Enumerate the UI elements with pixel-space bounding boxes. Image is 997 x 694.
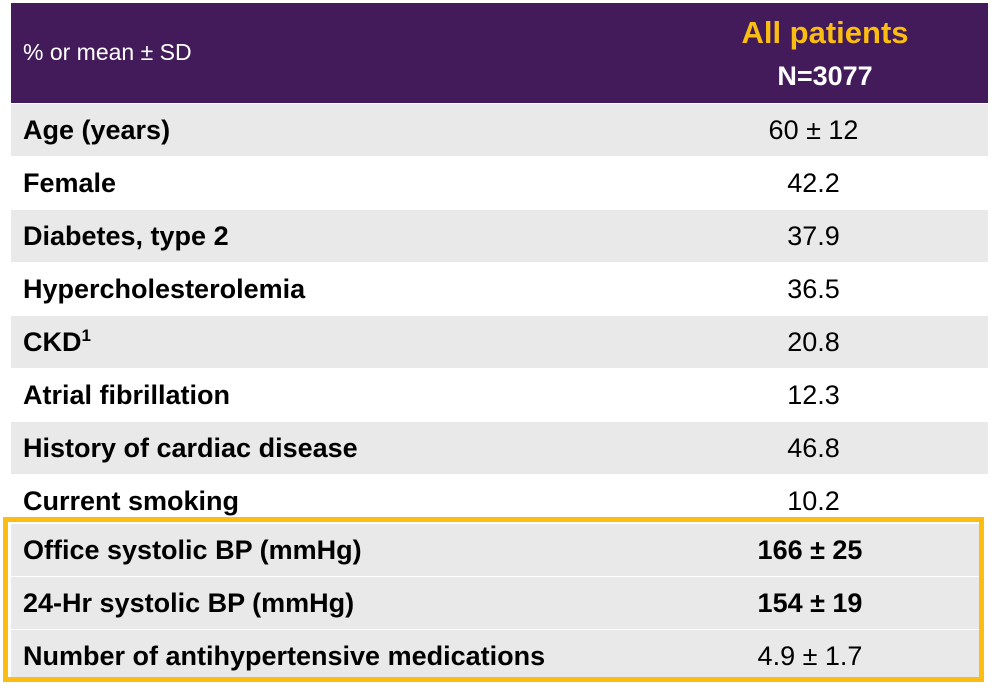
row-value: 42.2 bbox=[787, 167, 840, 198]
column-title: All patients bbox=[741, 15, 909, 50]
row-label: Number of antihypertensive medications bbox=[23, 640, 546, 671]
row-value: 4.9 ± 1.7 bbox=[757, 640, 863, 671]
row-value: 20.8 bbox=[787, 326, 840, 357]
row-label: Diabetes, type 2 bbox=[23, 220, 229, 251]
row-value: 166 ± 25 bbox=[757, 534, 863, 565]
row-label: Age (years) bbox=[23, 114, 171, 145]
table-row: Current smoking 10.2 bbox=[11, 474, 988, 527]
row-value: 46.8 bbox=[787, 432, 840, 463]
row-label-text: CKD bbox=[23, 326, 82, 357]
table-row: CKD1 20.8 bbox=[11, 315, 988, 368]
table-row: 24-Hr systolic BP (mmHg) 154 ± 19 bbox=[11, 576, 981, 629]
row-label: History of cardiac disease bbox=[23, 432, 358, 463]
row-label: Female bbox=[23, 167, 117, 198]
table-row: Female 42.2 bbox=[11, 156, 988, 209]
row-label: Current smoking bbox=[23, 485, 240, 516]
row-value: 36.5 bbox=[787, 273, 840, 304]
row-label: Atrial fibrillation bbox=[23, 379, 231, 410]
table-row: Atrial fibrillation 12.3 bbox=[11, 368, 988, 421]
table-row: Diabetes, type 2 37.9 bbox=[11, 209, 988, 262]
table-row: Age (years) 60 ± 12 bbox=[11, 103, 988, 156]
table-row: Hypercholesterolemia 36.5 bbox=[11, 262, 988, 315]
row-label: Office systolic BP (mmHg) bbox=[23, 534, 362, 565]
row-value: 10.2 bbox=[787, 485, 840, 516]
row-label: Hypercholesterolemia bbox=[23, 273, 306, 304]
table-row: Number of antihypertensive medications 4… bbox=[11, 629, 981, 682]
row-value: 60 ± 12 bbox=[768, 114, 859, 145]
header-label: % or mean ± SD bbox=[23, 39, 192, 65]
table-row: Office systolic BP (mmHg) 166 ± 25 bbox=[11, 523, 981, 576]
column-n: N=3077 bbox=[777, 61, 873, 91]
highlighted-rows: Office systolic BP (mmHg) 166 ± 25 24-Hr… bbox=[11, 523, 981, 682]
baseline-characteristics-table: % or mean ± SD All patients N=3077 Age (… bbox=[11, 3, 988, 527]
table-header: % or mean ± SD All patients N=3077 bbox=[11, 3, 988, 103]
row-value: 37.9 bbox=[787, 220, 840, 251]
footnote-marker: 1 bbox=[81, 325, 91, 345]
row-label: 24-Hr systolic BP (mmHg) bbox=[23, 587, 355, 618]
row-label: CKD1 bbox=[11, 327, 639, 358]
table-row: History of cardiac disease 46.8 bbox=[11, 421, 988, 474]
row-value: 12.3 bbox=[787, 379, 840, 410]
row-value: 154 ± 19 bbox=[757, 587, 863, 618]
